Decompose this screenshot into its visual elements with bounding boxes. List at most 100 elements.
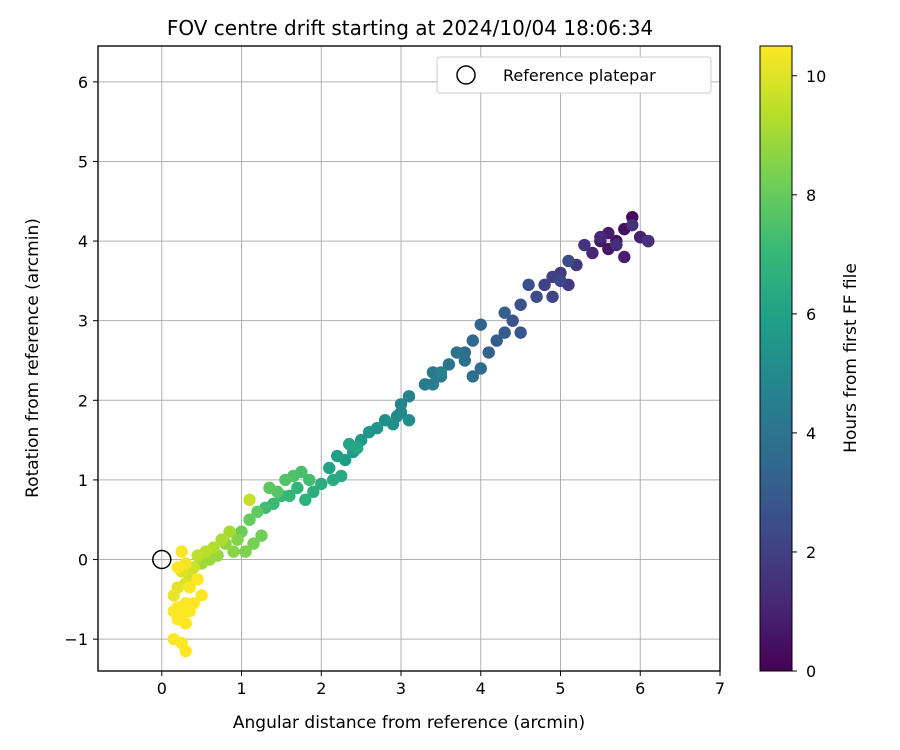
colorbar-tick-label: 8 — [806, 186, 816, 205]
scatter-point — [530, 290, 543, 303]
scatter-point — [187, 597, 200, 610]
scatter-point — [191, 549, 204, 562]
x-tick-label: 2 — [316, 679, 326, 698]
scatter-points — [167, 210, 655, 658]
scatter-point — [474, 318, 487, 331]
scatter-point — [231, 533, 244, 546]
scatter-point — [299, 493, 312, 507]
scatter-point — [227, 545, 240, 558]
axis-ticks: 0 1 2 3 4 5 6 7 −1 0 1 2 3 4 5 6 — [64, 73, 725, 698]
scatter-point — [307, 485, 320, 499]
scatter-point — [402, 414, 416, 427]
scatter-point — [498, 326, 511, 339]
y-tick-label: 5 — [78, 152, 88, 171]
colorbar — [759, 45, 793, 672]
scatter-point — [315, 477, 328, 491]
scatter-point — [175, 545, 188, 558]
scatter-point — [450, 346, 464, 359]
scatter-point — [562, 254, 575, 268]
scatter-point — [239, 545, 252, 558]
scatter-point — [514, 326, 527, 339]
scatter-point — [434, 366, 448, 379]
scatter-point — [191, 573, 204, 586]
x-tick-label: 1 — [236, 679, 246, 698]
scatter-point — [546, 290, 559, 303]
scatter-point — [610, 238, 623, 252]
scatter-point — [251, 505, 264, 518]
colorbar-label: Hours from first FF file — [841, 263, 861, 453]
scatter-point — [183, 581, 196, 594]
scatter-point — [362, 425, 376, 439]
plot-frame — [97, 45, 721, 672]
scatter-point — [223, 525, 236, 538]
colorbar-ticks: 0 2 4 6 8 10 — [792, 67, 826, 681]
legend-box — [436, 56, 712, 94]
y-tick-label: 0 — [78, 551, 88, 570]
scatter-point — [594, 230, 607, 244]
scatter-point — [243, 513, 256, 526]
scatter-point — [474, 362, 487, 375]
scatter-point — [255, 529, 268, 542]
y-tick-label: −1 — [64, 630, 88, 649]
scatter-point — [506, 314, 519, 327]
colorbar-tick-label: 10 — [806, 67, 826, 86]
scatter-point — [323, 461, 336, 475]
scatter-point — [442, 358, 456, 371]
colorbar-tick-label: 4 — [806, 424, 816, 443]
scatter-point — [498, 306, 511, 319]
scatter-point — [215, 533, 228, 546]
y-tick-label: 6 — [78, 73, 88, 92]
scatter-point — [247, 537, 260, 550]
x-tick-label: 5 — [555, 679, 565, 698]
scatter-point — [171, 613, 184, 626]
scatter-point — [490, 334, 503, 347]
scatter-point — [303, 473, 316, 487]
colorbar-tick-label: 0 — [806, 662, 816, 681]
scatter-point — [378, 414, 392, 427]
scatter-point — [514, 298, 527, 311]
scatter-point — [402, 390, 416, 403]
scatter-point — [578, 238, 591, 252]
scatter-point — [426, 378, 440, 391]
scatter-point — [195, 589, 208, 602]
scatter-point — [466, 370, 479, 383]
scatter-point — [466, 334, 479, 347]
scatter-point — [291, 481, 304, 495]
scatter-point — [279, 473, 292, 487]
scatter-point — [618, 250, 631, 264]
scatter-point — [331, 449, 344, 463]
legend-entry-reference: Reference platepar — [503, 66, 656, 85]
x-tick-label: 6 — [635, 679, 645, 698]
x-tick-label: 0 — [157, 679, 167, 698]
legend: Reference platepar — [436, 56, 712, 94]
colorbar-tick-label: 6 — [806, 305, 816, 324]
y-tick-label: 4 — [78, 232, 88, 251]
scatter-point — [522, 278, 535, 292]
scatter-point — [586, 246, 599, 260]
chart-title: FOV centre drift starting at 2024/10/04 … — [167, 16, 653, 40]
x-tick-label: 4 — [476, 679, 486, 698]
reference-point-marker — [152, 549, 172, 570]
scatter-point — [171, 561, 184, 574]
scatter-point — [350, 441, 364, 455]
x-tick-label: 7 — [715, 679, 725, 698]
scatter-point — [554, 274, 567, 288]
scatter-point — [458, 354, 472, 367]
scatter-point — [626, 218, 639, 232]
scatter-point — [327, 473, 340, 487]
scatter-point — [642, 234, 655, 248]
scatter-point — [263, 481, 276, 495]
x-axis-label: Angular distance from reference (arcmin) — [233, 713, 585, 733]
scatter-point — [167, 589, 180, 602]
scatter-point — [243, 493, 256, 507]
y-axis-label: Rotation from reference (arcmin) — [23, 218, 43, 498]
scatter-point — [538, 278, 551, 292]
scatter-point — [482, 346, 495, 359]
legend-marker — [456, 65, 476, 85]
y-tick-label: 3 — [78, 312, 88, 331]
scatter-point — [179, 644, 192, 658]
colorbar-tick-label: 2 — [806, 543, 816, 562]
y-tick-label: 2 — [78, 391, 88, 410]
x-tick-label: 3 — [396, 679, 406, 698]
